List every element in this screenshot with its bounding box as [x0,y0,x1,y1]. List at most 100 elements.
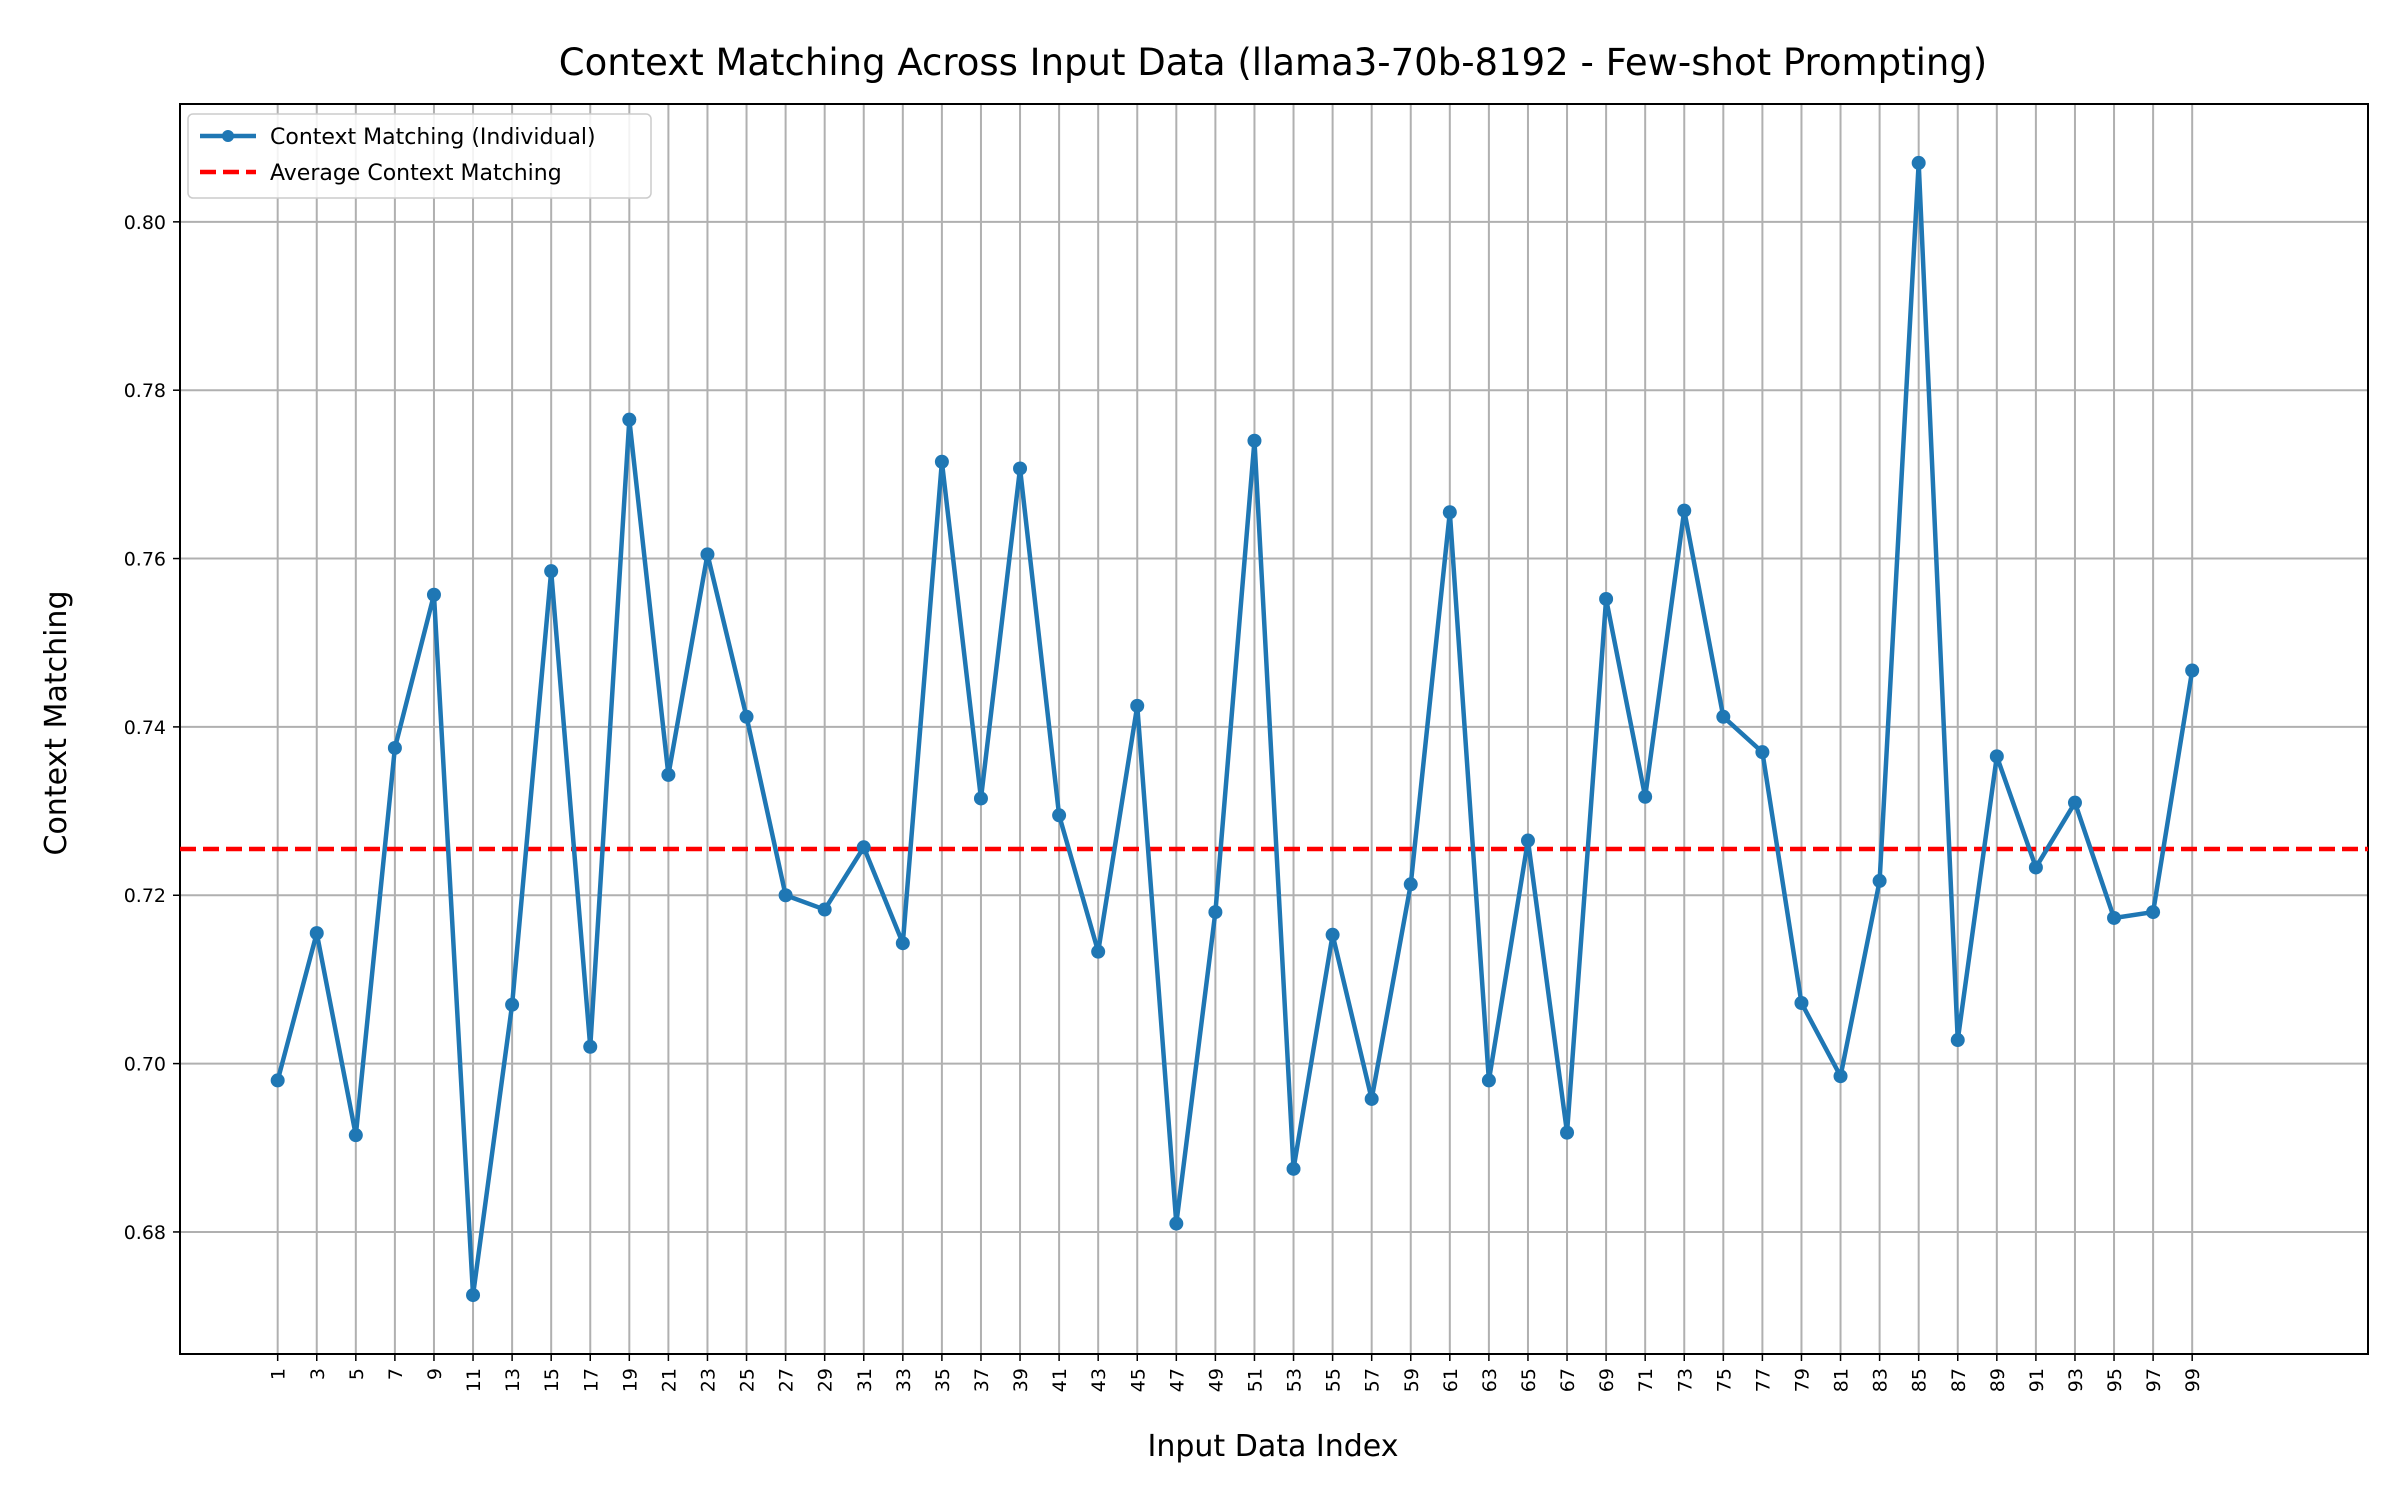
data-point [2028,860,2043,875]
legend-label-individual: Context Matching (Individual) [270,125,596,150]
data-point [778,888,793,903]
data-point [1208,905,1223,920]
grid [180,104,2368,1354]
data-point [348,1128,363,1143]
data-point [1403,877,1418,892]
data-point [817,902,832,917]
x-tick-label: 11 [463,1368,485,1392]
data-point [1911,155,1926,170]
data-point [856,840,871,855]
legend: Context Matching (Individual) Average Co… [187,113,652,199]
y-tick-label: 0.76 [124,549,166,571]
x-axis-ticks: 1 3 5 7 9 1 1 1 3 15 1 7 1 9 21 23 25 27 29 31 33 35 37 39 41 43 4… [268,1354,2204,1392]
data-point [1755,745,1770,760]
x-tick-label: 73 [1674,1368,1696,1392]
x-tick-label: 35 [932,1368,954,1392]
x-tick-label: 89 [1987,1368,2009,1392]
x-tick-label: 83 [1870,1368,1892,1392]
y-tick-label: 0.70 [124,1054,166,1076]
x-tick-label: 77 [1752,1368,1774,1392]
x-tick-label: 65 [1518,1368,1540,1392]
data-point [1286,1161,1301,1176]
x-tick-label: 47 [1166,1368,1188,1392]
data-point [895,936,910,951]
x-tick-label: 5 [346,1368,368,1380]
data-point [1560,1125,1575,1140]
data-point [973,791,988,806]
x-tick-label: 57 [1362,1368,1384,1392]
x-tick-label: 55 [1323,1368,1345,1392]
data-point [309,926,324,941]
data-point [1989,749,2004,764]
data-point [661,767,676,782]
data-point [544,564,559,579]
chart-title: Context Matching Across Input Data (llam… [559,41,1988,84]
individual-series [270,155,2200,1303]
x-tick-label: 9 [424,1368,446,1380]
x-tick-label: 49 [1205,1368,1227,1392]
data-point [1638,789,1653,804]
y-tick-label: 0.68 [124,1222,166,1244]
data-point [1442,505,1457,520]
x-tick-label: 33 [893,1368,915,1392]
data-point [739,709,754,724]
x-axis-title: Input Data Index [1148,1429,1399,1464]
data-point [1677,503,1692,518]
x-tick-label: 67 [1557,1368,1579,1392]
x-tick-label: 31 [854,1368,876,1392]
y-tick-label: 0.72 [124,885,166,907]
x-tick-label: 91 [2026,1368,2048,1392]
x-tick-label: 13 [502,1368,524,1392]
data-point [1169,1216,1184,1231]
data-point [1520,833,1535,848]
x-tick-label: 43 [1088,1368,1110,1392]
x-tick-label: 21 [658,1368,680,1392]
x-tick-label: 85 [1909,1368,1931,1392]
x-tick-label: 81 [1831,1368,1853,1392]
data-point [2146,905,2161,920]
y-axis-ticks: 0.68 0.70 0.72 0.74 0.76 0.78 0.80 [124,212,180,1244]
data-point [1130,698,1145,713]
data-point [934,454,949,469]
x-tick-label: 69 [1596,1368,1618,1392]
x-tick-label: 3 [307,1368,329,1380]
x-tick-label: 41 [1049,1368,1071,1392]
data-point [2067,795,2082,810]
data-point [1481,1073,1496,1088]
legend-marker-individual [222,130,234,142]
data-point [1599,591,1614,606]
x-tick-label: 25 [737,1368,759,1392]
x-tick-label: 37 [971,1368,993,1392]
data-point [387,740,402,755]
data-point [466,1288,481,1303]
data-point [2107,910,2122,925]
x-tick-label: 1 [268,1368,290,1380]
x-tick-label: 63 [1479,1368,1501,1392]
x-tick-label: 97 [2143,1368,2165,1392]
data-point [1833,1069,1848,1084]
data-point [1872,873,1887,888]
data-point [270,1073,285,1088]
data-point [1091,944,1106,959]
x-tick-label: 93 [2065,1368,2087,1392]
data-point [2185,663,2200,678]
data-point [1794,995,1809,1010]
x-tick-label: 39 [1010,1368,1032,1392]
legend-box [187,113,652,199]
plot-frame [179,103,2369,1355]
x-tick-label: 19 [619,1368,641,1392]
x-tick-label: 15 [541,1368,563,1392]
x-tick-label: 79 [1791,1368,1813,1392]
data-point [700,547,715,562]
x-tick-label: 71 [1635,1368,1657,1392]
x-tick-label: 27 [776,1368,798,1392]
x-tick-label: 29 [815,1368,837,1392]
x-tick-label: 75 [1713,1368,1735,1392]
x-tick-label: 23 [697,1368,719,1392]
data-point [1716,709,1731,724]
data-point [1052,808,1067,823]
data-point [1950,1033,1965,1048]
y-tick-label: 0.74 [124,717,166,739]
legend-label-average: Average Context Matching [270,161,562,186]
